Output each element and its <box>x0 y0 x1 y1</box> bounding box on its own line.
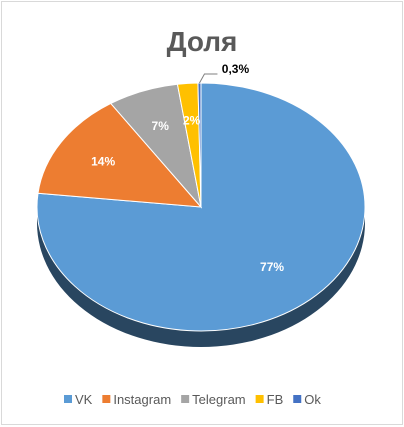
legend-swatch-telegram <box>181 395 190 403</box>
data-label-fb: 2% <box>183 113 201 127</box>
legend-label-telegram: Telegram <box>192 392 245 407</box>
data-label-instagram: 14% <box>91 155 115 169</box>
pie-slice-ok <box>197 82 202 208</box>
pie-plot-area: 77% 14% 7% 2% 0,3% <box>36 62 366 347</box>
legend-label-instagram: Instagram <box>113 392 171 407</box>
data-label-vk: 77% <box>260 260 284 274</box>
data-label-ok: 0,3% <box>222 62 250 76</box>
chart-title: Доля <box>167 26 238 57</box>
legend-label-fb: FB <box>267 392 284 407</box>
legend-label-ok: Ok <box>304 392 321 407</box>
legend-label-vk: VK <box>75 392 93 407</box>
leader-line-ok <box>199 73 218 84</box>
legend-swatch-instagram <box>102 395 111 403</box>
legend-swatch-vk <box>64 395 72 403</box>
legend-swatch-ok <box>293 395 302 403</box>
chart-legend: VK Instagram Telegram FB Ok <box>64 392 321 407</box>
pie-slice-instagram <box>37 102 203 208</box>
legend-swatch-fb <box>255 395 264 403</box>
pie-slice-vk <box>36 82 366 332</box>
data-label-telegram: 7% <box>152 119 170 133</box>
